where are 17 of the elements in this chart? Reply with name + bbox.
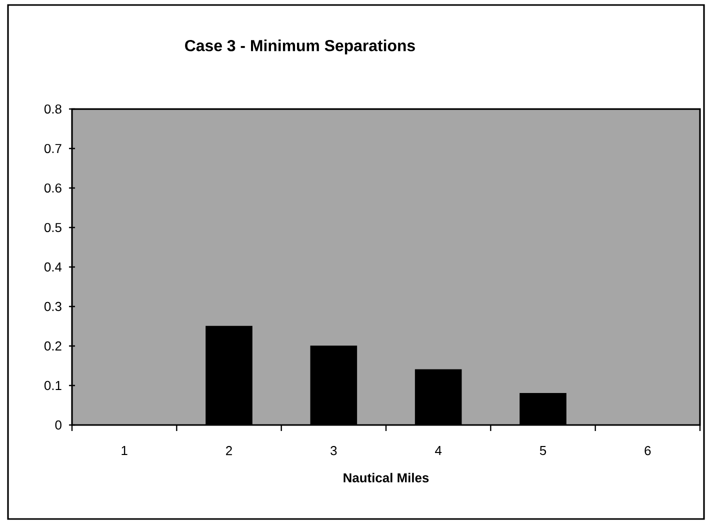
x-axis-title: Nautical Miles	[344, 472, 429, 482]
y-tick-label: 0.2	[44, 341, 62, 351]
x-tick-label: 5	[540, 446, 546, 456]
y-tick-label: 0.4	[44, 262, 62, 272]
y-tick-label: 0.7	[44, 144, 62, 154]
y-tick-label: 0.3	[44, 302, 62, 312]
x-tick-label: 6	[644, 446, 651, 456]
x-tick-label: 2	[226, 446, 232, 456]
x-tick-label: 4	[435, 446, 442, 455]
y-tick-label: 0.5	[44, 222, 62, 232]
chart-title: Case 3 - Minimum Separations	[185, 40, 415, 54]
y-tick-label: 0.1	[44, 380, 62, 390]
x-tick-label: 1	[122, 446, 128, 455]
x-tick-label: 3	[330, 446, 337, 456]
y-tick-label: 0.8	[44, 104, 62, 114]
y-tick-label: 0	[55, 420, 62, 430]
y-tick-label: 0.6	[44, 183, 62, 193]
